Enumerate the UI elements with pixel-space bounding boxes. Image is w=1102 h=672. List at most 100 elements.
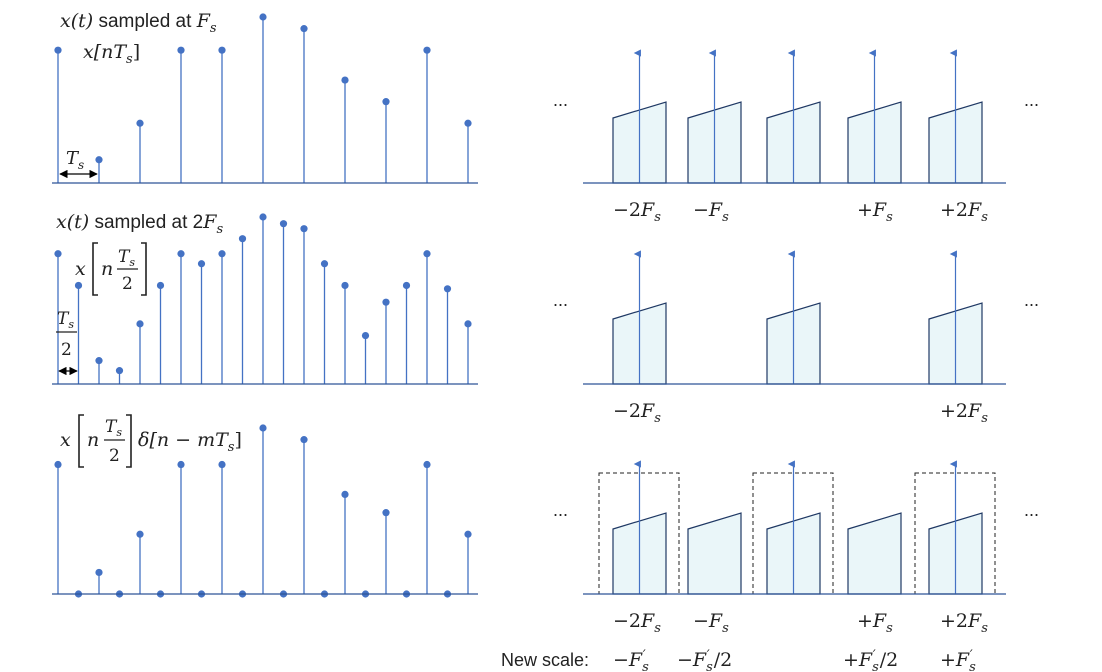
svg-text:Ts: Ts (105, 417, 122, 439)
sample-stem (382, 509, 390, 594)
spectrum-replica (914, 460, 996, 595)
panel-2-signal-label: x n Ts 2 (75, 242, 147, 296)
right-row-1: ... ... −2Fs −Fs +Fs +2Fs (553, 49, 1039, 225)
ellipsis-left-1: ... (553, 90, 568, 110)
right-row-3: ... ... −2Fs −Fs +Fs +2Fs New scale: −Fs… (501, 460, 1039, 672)
new-scale-plusFsprime-half: +Fs′/2 (843, 648, 898, 672)
sample-stem (177, 460, 185, 594)
panel-2-title: x(t) sampled at 2Fs (56, 211, 223, 237)
svg-text:n: n (87, 429, 99, 451)
sample-stem (218, 250, 226, 384)
spectrum-replica (612, 49, 667, 184)
sample-stem (115, 367, 124, 384)
sample-stem (464, 119, 472, 183)
label-row3-plusFs: +Fs (857, 610, 893, 636)
ellipsis-right-2: ... (1024, 290, 1039, 310)
sample-stem (341, 76, 349, 183)
spectrum-row-1 (612, 49, 983, 184)
sample-stem (382, 98, 390, 183)
period-label-2: Ts 2 (56, 309, 77, 360)
frac-num-2: Ts (118, 247, 135, 269)
sample-stem (54, 250, 62, 384)
svg-text:2: 2 (109, 446, 120, 466)
sample-stem (464, 530, 472, 594)
period-label-1: Ts (66, 148, 84, 172)
sample-stem (402, 281, 411, 384)
ellipsis-left-3: ... (553, 500, 568, 520)
right-row-2: ... ... −2Fs +2Fs (553, 250, 1039, 426)
ellipsis-right-3: ... (1024, 500, 1039, 520)
sample-stem (177, 250, 185, 384)
spectrum-replica (598, 460, 680, 595)
label-row2-minus2Fs: −2Fs (613, 400, 661, 426)
left-panel-1: x(t) sampled at Fs x[nTs] Ts (52, 10, 478, 184)
new-scale-plusFsprime: +Fs′ (940, 648, 976, 672)
sample-stem (74, 281, 83, 384)
sample-stem (423, 250, 431, 384)
sample-stem (238, 235, 247, 384)
sample-stem (361, 331, 370, 384)
sample-stem (320, 260, 329, 384)
sample-stem (54, 460, 62, 594)
sample-stem (197, 260, 206, 384)
spectrum-replica (766, 49, 821, 184)
sample-stem (54, 46, 62, 183)
label-row1-minus2Fs: −2Fs (613, 199, 661, 225)
spectrum-replica (766, 250, 821, 385)
sample-stem (341, 490, 349, 594)
ellipsis-right-1: ... (1024, 90, 1039, 110)
sample-stem (300, 436, 308, 594)
sample-stem (341, 281, 349, 384)
label-row1-minusFs: −Fs (693, 199, 729, 225)
stems-panel-2 (54, 213, 472, 384)
sample-stem (259, 213, 267, 384)
svg-text:x: x (60, 429, 71, 451)
sample-stem (382, 298, 390, 384)
sample-stem (95, 357, 103, 384)
ellipsis-left-2: ... (553, 290, 568, 310)
panel-1-title: x(t) sampled at Fs (60, 10, 217, 36)
panel-3-signal-label: x n Ts 2 δ[n − mTs] (60, 414, 242, 468)
spectrum-replica (687, 49, 742, 184)
sample-stem (279, 220, 288, 384)
sample-stem (218, 46, 226, 183)
label-row1-plus2Fs: +2Fs (940, 199, 988, 225)
sample-stem (136, 119, 144, 183)
sample-stem (95, 156, 103, 183)
sample-stem (464, 320, 472, 384)
svg-text:δ[n − mTs]: δ[n − mTs] (138, 429, 242, 455)
spectrum-replica (752, 460, 834, 595)
svg-text:2: 2 (122, 274, 133, 294)
spectrum-replica (687, 512, 742, 595)
sample-stem (423, 46, 431, 183)
svg-text:n: n (101, 258, 113, 280)
sample-stem (218, 460, 226, 594)
left-panel-3: x n Ts 2 δ[n − mTs] (52, 414, 478, 598)
sample-stem (95, 568, 103, 594)
svg-text:Ts: Ts (57, 309, 74, 331)
svg-text:2: 2 (61, 340, 72, 360)
spectrum-replica (928, 49, 983, 184)
sample-stem (136, 530, 144, 594)
label-row3-minusFs: −Fs (693, 610, 729, 636)
label-row2-plus2Fs: +2Fs (940, 400, 988, 426)
new-scale-minusFsprime-half: −Fs′/2 (677, 648, 732, 672)
spectrum-replica (612, 250, 667, 385)
new-scale-label: New scale: (501, 650, 589, 670)
sample-stem (259, 13, 267, 183)
spectrum-row-3 (598, 460, 996, 595)
stems-panel-1 (54, 13, 472, 183)
spectrum-replica (847, 512, 902, 595)
spectrum-replica (847, 49, 902, 184)
new-scale-minusFsprime: −Fs′ (613, 648, 649, 672)
panel-1-signal-label: x[nTs] (83, 41, 140, 67)
sample-stem (300, 25, 308, 183)
sample-stem (300, 225, 308, 384)
label-row3-plus2Fs: +2Fs (940, 610, 988, 636)
spectrum-row-2 (612, 250, 983, 385)
sample-stem (443, 285, 452, 384)
sample-stem (423, 460, 431, 594)
sample-stem (136, 320, 144, 384)
label-row3-minus2Fs: −2Fs (613, 610, 661, 636)
